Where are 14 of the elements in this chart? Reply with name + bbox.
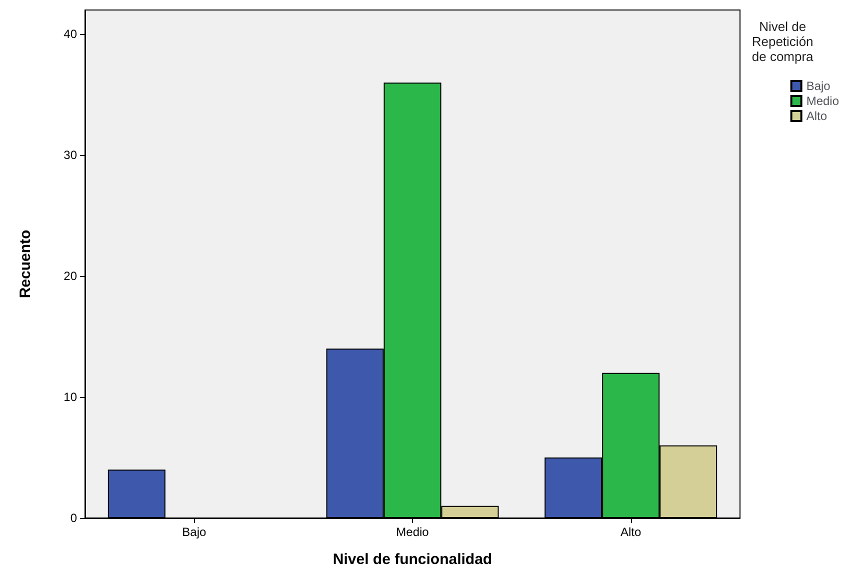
y-axis-title: Recuento: [17, 230, 34, 298]
y-tick-label: 20: [64, 269, 78, 284]
y-tick-label: 30: [64, 148, 78, 162]
y-tick-label: 40: [64, 27, 78, 42]
legend-label: Bajo: [806, 79, 831, 93]
x-tick-label: Bajo: [182, 525, 206, 539]
y-tick-label: 0: [70, 511, 78, 525]
legend-label: Medio: [806, 94, 840, 108]
x-tick-label: Alto: [620, 525, 642, 539]
legend-title: Nivel de Repetición de compra: [752, 19, 814, 64]
x-axis-title: Nivel de funcionalidad: [332, 551, 492, 568]
y-tick-label: 10: [64, 390, 78, 404]
x-tick-label: Medio: [396, 525, 430, 539]
legend-label: Alto: [806, 109, 828, 123]
